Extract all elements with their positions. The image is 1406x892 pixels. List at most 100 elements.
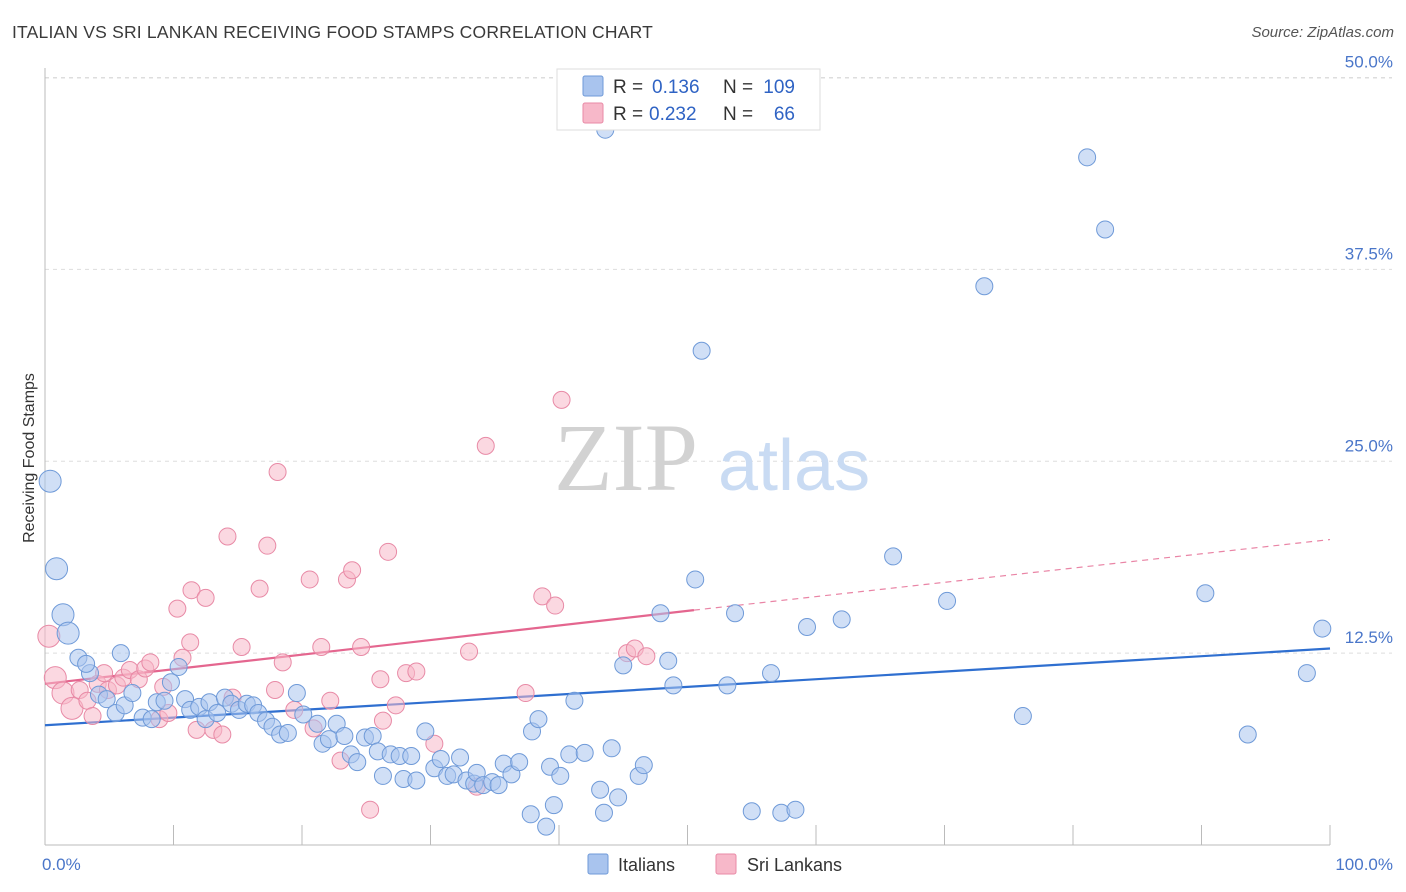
- italians-point: [489, 776, 508, 795]
- italians-point: [664, 676, 683, 695]
- bottom-legend-label-srilankans: Sri Lankans: [747, 855, 842, 875]
- italians-point: [634, 756, 653, 775]
- italians-point: [373, 766, 392, 785]
- y-tick-label: 37.5%: [1345, 244, 1393, 263]
- srilankans-point: [637, 647, 656, 666]
- italians-point: [451, 748, 470, 767]
- watermark: ZIP atlas: [554, 404, 870, 511]
- srilankans-point: [312, 637, 331, 656]
- italians-point: [431, 750, 450, 769]
- italians-point: [407, 771, 426, 790]
- srilankans-point: [361, 800, 380, 819]
- italians-point: [38, 469, 62, 493]
- italians-point: [591, 780, 610, 799]
- italians-point: [975, 277, 994, 296]
- srilankans-point: [266, 680, 285, 699]
- italians-point: [335, 727, 354, 746]
- srilankans-point: [343, 561, 362, 580]
- srilankans-point: [181, 633, 200, 652]
- italians-point: [884, 547, 903, 566]
- watermark-atlas: atlas: [718, 426, 870, 506]
- y-tick-label: 25.0%: [1345, 436, 1393, 455]
- italians-point: [726, 604, 745, 623]
- srilankans-point: [460, 642, 479, 661]
- srilankans-point: [232, 637, 251, 656]
- italians-point: [832, 610, 851, 629]
- italians-point: [111, 644, 130, 663]
- italians-point: [609, 788, 628, 807]
- italians-point: [544, 796, 563, 815]
- grid-lines: [45, 77, 1392, 654]
- italians-point: [308, 714, 327, 733]
- bottom-legend-swatch-italians: [587, 853, 609, 875]
- italians-point: [938, 591, 957, 610]
- italians-point: [155, 691, 174, 710]
- italians-point: [97, 690, 116, 709]
- srilankans-point: [425, 734, 444, 753]
- legend-r-label-srilankans: R =: [613, 104, 643, 125]
- legend-n-value-srilankans: 66: [774, 104, 795, 125]
- italians-point: [416, 722, 435, 741]
- italians-point: [692, 341, 711, 360]
- italians-point: [1196, 584, 1215, 603]
- italians-point: [278, 723, 297, 742]
- legend-n-label-italians: N =: [723, 77, 753, 98]
- watermark-zip: ZIP: [554, 404, 698, 511]
- italians-point: [319, 730, 338, 749]
- x-tick-labels: 0.0% 100.0%: [42, 855, 1393, 874]
- italians-point: [762, 664, 781, 683]
- italians-point: [742, 802, 761, 821]
- srilankans-point: [352, 637, 371, 656]
- srilankans-point: [546, 596, 565, 615]
- legend: R = 0.136 N = 109 R = 0.232 N = 66: [556, 68, 821, 131]
- italians-point: [363, 727, 382, 746]
- bottom-legend-swatch-srilankans: [715, 853, 737, 875]
- y-axis-title: Receiving Food Stamps: [21, 373, 38, 543]
- bottom-legend-label-italians: Italians: [618, 855, 675, 875]
- srilankans-point: [182, 581, 201, 600]
- italians-point: [348, 753, 367, 772]
- srilankans-point: [386, 696, 405, 715]
- source-label: Source: ZipAtlas.com: [1251, 24, 1394, 41]
- italians-point: [786, 800, 805, 819]
- legend-n-label-srilankans: N =: [723, 104, 753, 125]
- italians-point: [1078, 148, 1097, 167]
- italians-point: [208, 703, 227, 722]
- srilankans-point: [373, 711, 392, 730]
- chart-title: ITALIAN VS SRI LANKAN RECEIVING FOOD STA…: [12, 22, 654, 42]
- y-tick-label: 50.0%: [1345, 53, 1393, 72]
- srilankans-point: [371, 670, 390, 689]
- legend-r-value-italians: 0.136: [652, 77, 700, 98]
- x-tick-label: 0.0%: [42, 855, 81, 874]
- italians-point: [594, 803, 613, 822]
- italians-point: [1096, 220, 1115, 239]
- italians-point: [161, 673, 180, 692]
- italians-point: [510, 753, 529, 772]
- italians-point: [614, 656, 633, 675]
- italians-point: [77, 654, 96, 673]
- srilankans-point: [321, 691, 340, 710]
- italians-point: [565, 691, 584, 710]
- srilankans-point: [268, 462, 287, 481]
- italians-point: [521, 805, 540, 824]
- italians-point: [169, 657, 188, 676]
- italians-point: [1238, 725, 1257, 744]
- italians-point: [287, 684, 306, 703]
- data-points: [37, 120, 1332, 836]
- srilankans-point: [83, 707, 102, 726]
- italians-point: [402, 746, 421, 765]
- italians-point: [659, 651, 678, 670]
- italians-point: [56, 621, 80, 645]
- legend-n-value-italians: 109: [763, 77, 795, 98]
- srilankans-point: [476, 436, 495, 455]
- italians-point: [560, 745, 579, 764]
- italians-point: [718, 676, 737, 695]
- italians-point: [1013, 707, 1032, 726]
- srilankans-point: [196, 588, 215, 607]
- italians-point: [651, 604, 670, 623]
- italians-point: [686, 570, 705, 589]
- italians-point: [602, 739, 621, 758]
- srilankans-point: [300, 570, 319, 589]
- italians-point: [1313, 619, 1332, 638]
